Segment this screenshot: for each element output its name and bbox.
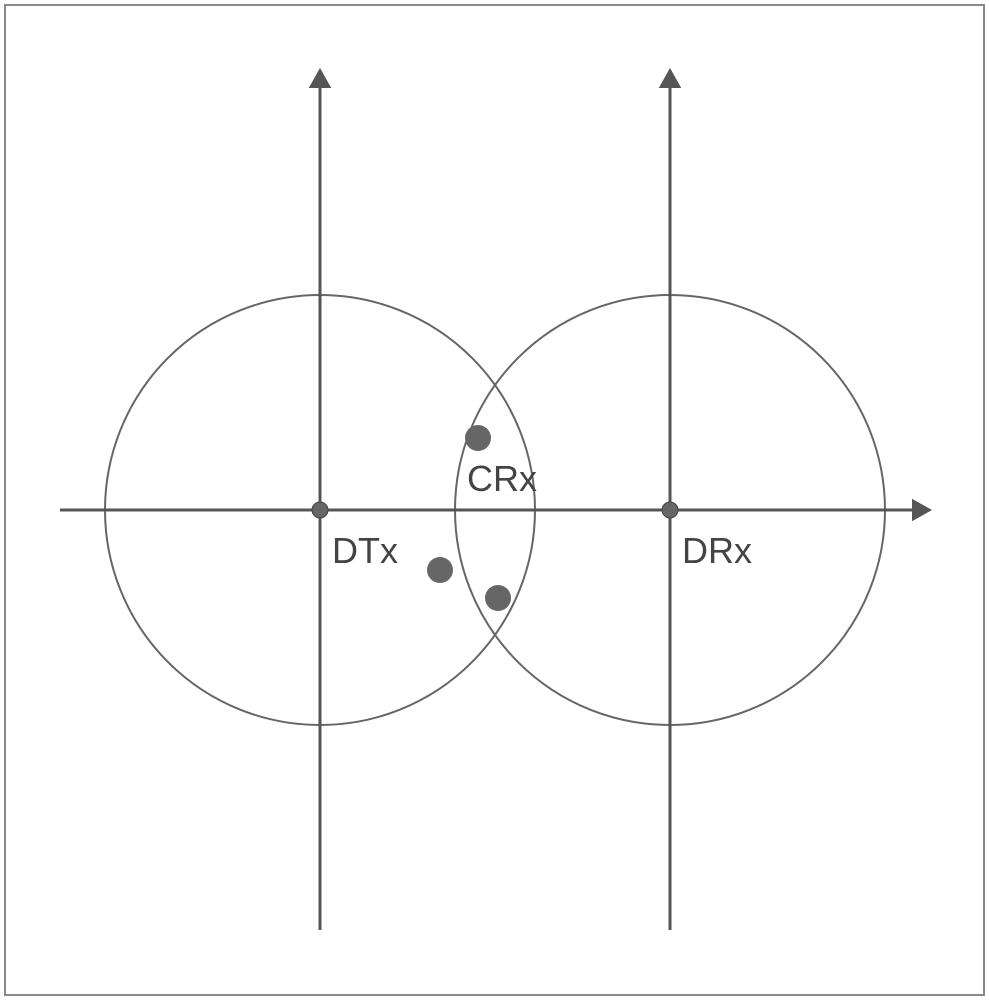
crx-node bbox=[465, 425, 491, 451]
label-dtx: DTx bbox=[332, 530, 398, 572]
dtx-node bbox=[312, 502, 328, 518]
diagram-svg bbox=[0, 0, 989, 1000]
drx-node bbox=[662, 502, 678, 518]
crx-node bbox=[485, 585, 511, 611]
axis-arrowhead-icon bbox=[659, 68, 682, 88]
label-crx: CRx bbox=[467, 458, 537, 500]
crx-node bbox=[427, 557, 453, 583]
diagram-container: DTx DRx CRx bbox=[0, 0, 989, 1000]
frame-border bbox=[5, 5, 984, 995]
axis-arrowhead-icon bbox=[309, 68, 332, 88]
label-drx: DRx bbox=[682, 530, 752, 572]
axis-arrowhead-icon bbox=[912, 499, 932, 522]
